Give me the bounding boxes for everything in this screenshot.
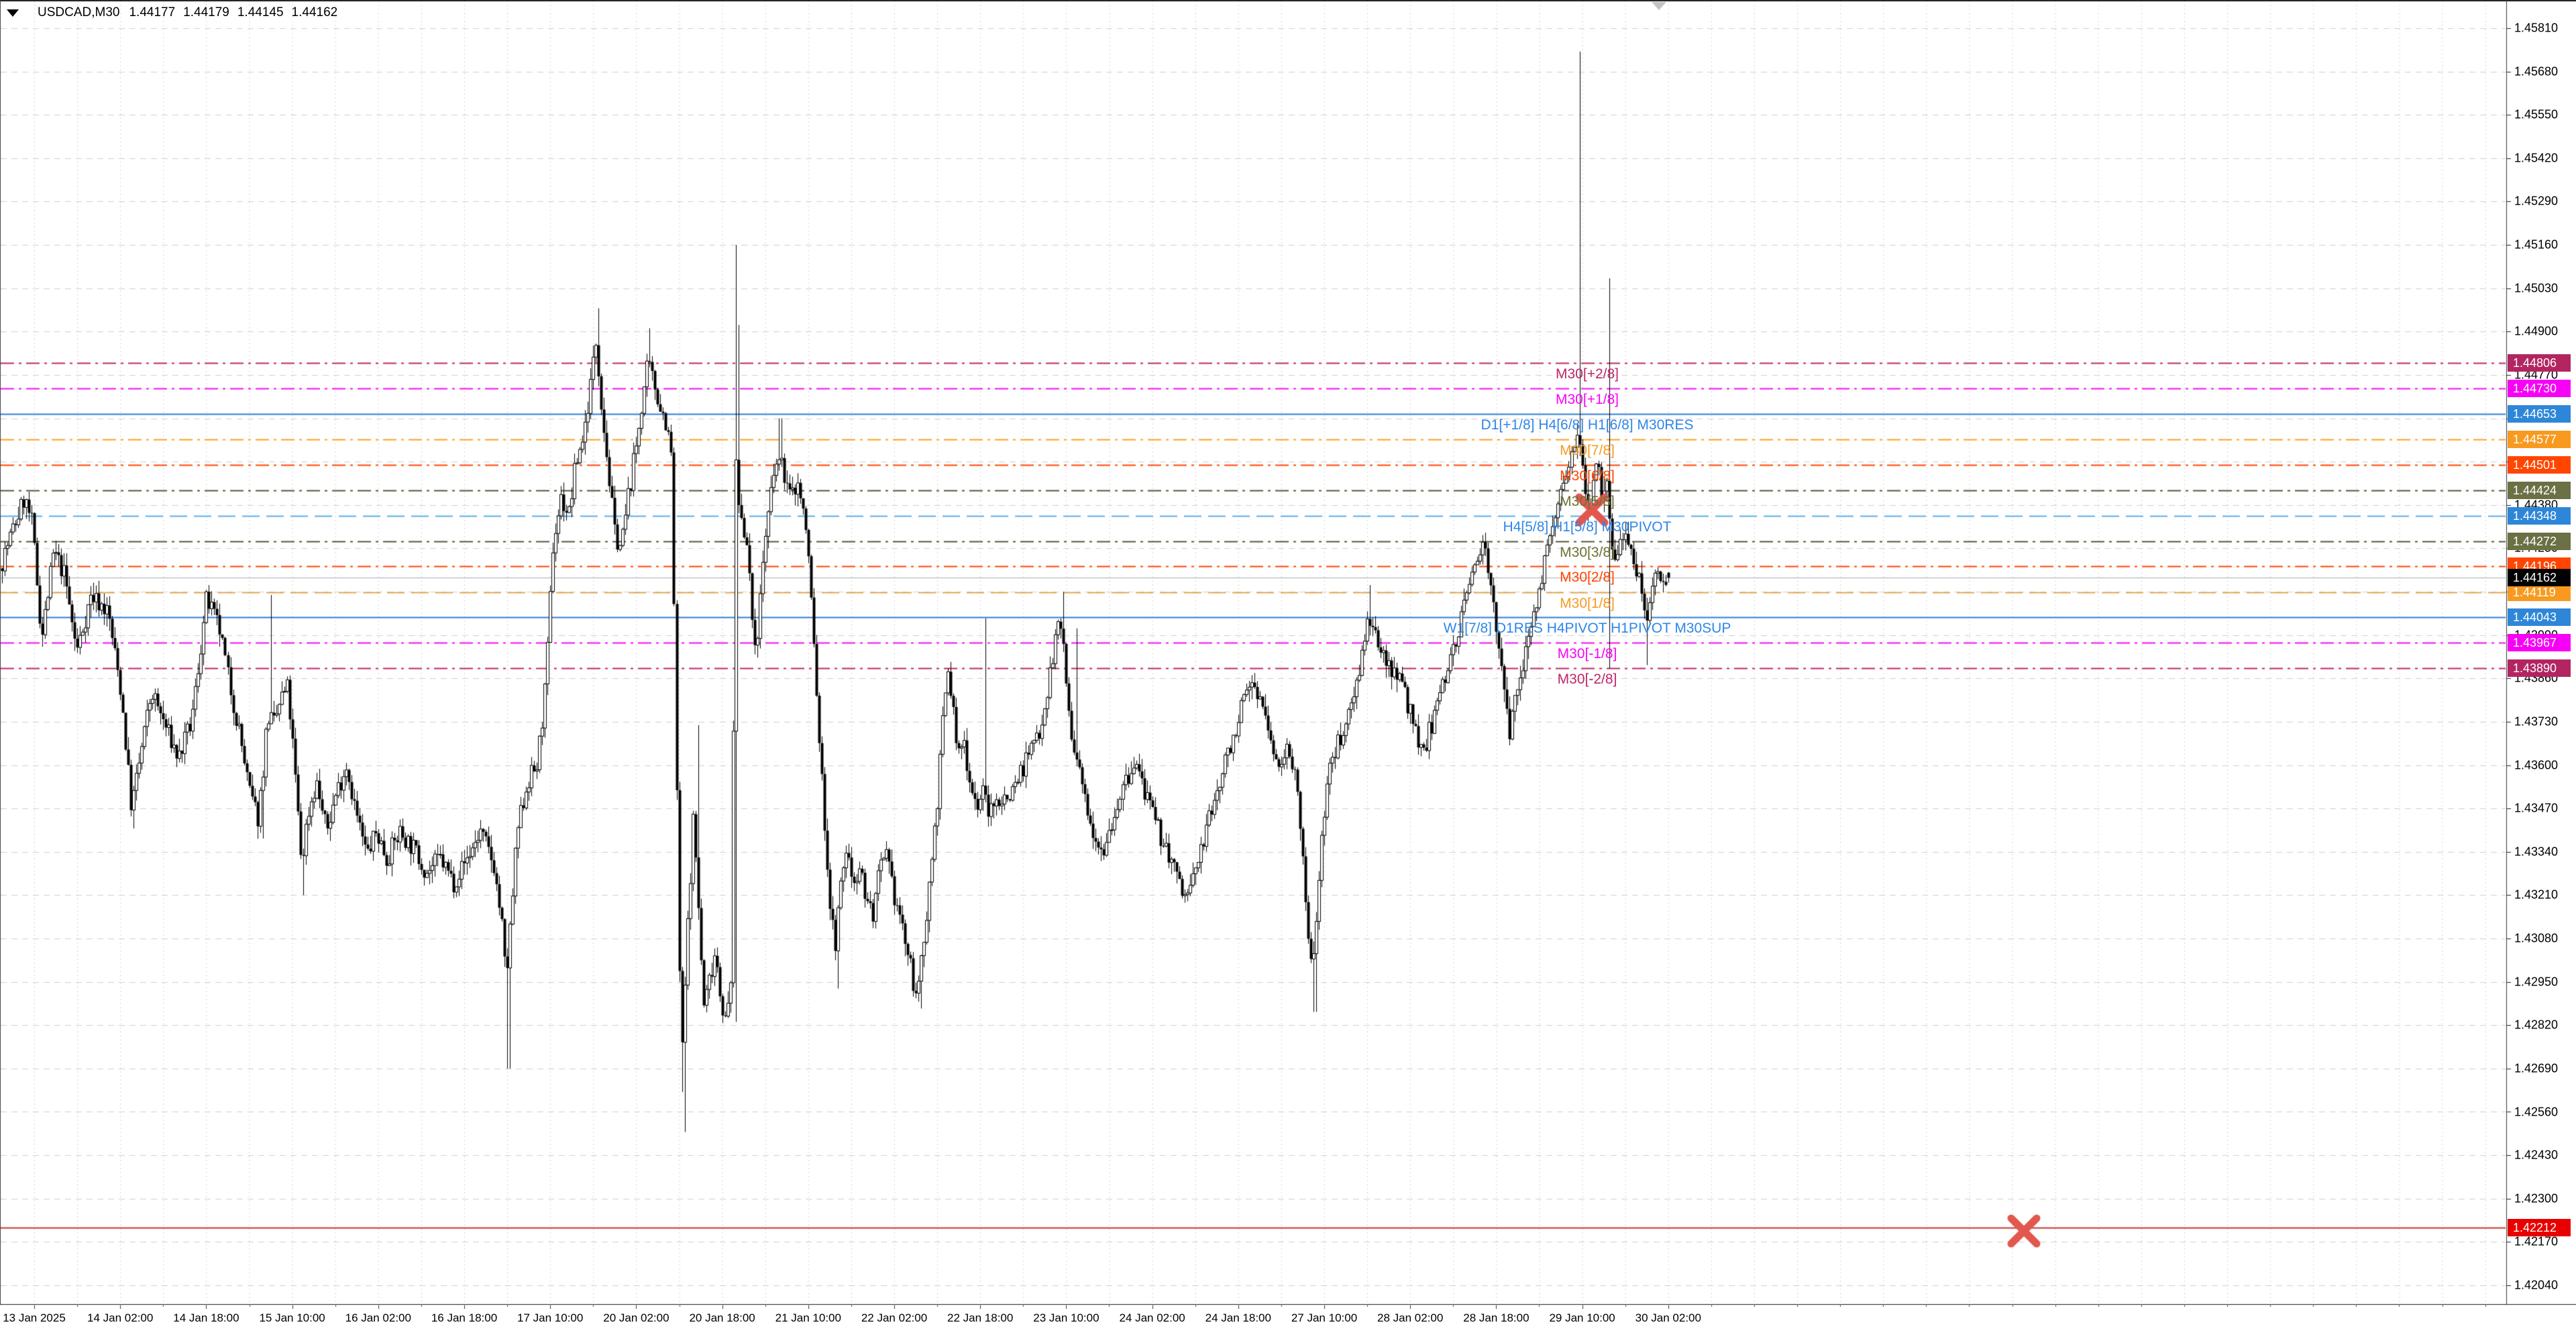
level-label-m30-5-8: M30[5/8] bbox=[1560, 493, 1615, 509]
ohlc-low: 1.44145 bbox=[237, 5, 284, 19]
level-label-m30-plus-2-8: M30[+2/8] bbox=[1556, 366, 1619, 382]
price-axis-label[interactable]: 1.44900 bbox=[2514, 324, 2559, 338]
time-axis-label[interactable]: 22 Jan 18:00 bbox=[947, 1311, 1014, 1324]
time-axis-label[interactable]: 17 Jan 10:00 bbox=[517, 1311, 584, 1324]
price-axis-label[interactable]: 1.43600 bbox=[2514, 758, 2559, 772]
time-axis-label[interactable]: 24 Jan 18:00 bbox=[1205, 1311, 1271, 1324]
level-label-m30-6-8: M30[6/8] bbox=[1560, 468, 1615, 484]
chart-title: USDCAD,M30 1.44177 1.44179 1.44145 1.441… bbox=[7, 5, 337, 20]
price-axis-label[interactable]: 1.42690 bbox=[2514, 1061, 2559, 1075]
time-axis-label[interactable]: 22 Jan 02:00 bbox=[861, 1311, 928, 1324]
price-badge-m30-minus-2-8: 1.43890 bbox=[2508, 659, 2571, 678]
symbol-period-label: USDCAD,M30 bbox=[38, 5, 120, 19]
price-badge-m30-5-8: 1.44424 bbox=[2508, 481, 2571, 499]
price-axis-label[interactable]: 1.45420 bbox=[2514, 151, 2559, 165]
time-axis-label[interactable]: 16 Jan 02:00 bbox=[345, 1311, 411, 1324]
ohlc-close: 1.44162 bbox=[291, 5, 338, 19]
price-axis-label[interactable]: 1.45290 bbox=[2514, 194, 2559, 208]
time-axis-label[interactable]: 27 Jan 10:00 bbox=[1291, 1311, 1358, 1324]
price-axis-label[interactable]: 1.42300 bbox=[2514, 1191, 2559, 1206]
chevron-down-icon[interactable] bbox=[7, 9, 19, 17]
time-axis-label[interactable]: 14 Jan 18:00 bbox=[173, 1311, 239, 1324]
level-label-m30-3-8: M30[3/8] bbox=[1560, 544, 1615, 560]
time-axis-label[interactable]: 13 Jan 2025 bbox=[3, 1311, 66, 1324]
level-label-m30-pivot: H4[5/8] H1[5/8] M30PIVOT bbox=[1503, 519, 1672, 535]
level-label-m30-sup: W1[7/8] D1RES H4PIVOT H1PIVOT M30SUP bbox=[1443, 621, 1731, 637]
level-label-m30-minus-1-8: M30[-1/8] bbox=[1557, 646, 1617, 662]
price-axis-label[interactable]: 1.42170 bbox=[2514, 1234, 2559, 1248]
price-axis-label[interactable]: 1.42820 bbox=[2514, 1018, 2559, 1032]
price-axis-label[interactable]: 1.43340 bbox=[2514, 845, 2559, 859]
price-badge-current-bid: 1.44162 bbox=[2508, 569, 2571, 587]
price-badge-m30-3-8: 1.44272 bbox=[2508, 532, 2571, 550]
price-axis-label[interactable]: 1.45030 bbox=[2514, 281, 2559, 295]
price-axis-label[interactable]: 1.45550 bbox=[2514, 107, 2559, 121]
time-axis-label[interactable]: 15 Jan 10:00 bbox=[259, 1311, 325, 1324]
price-badge-m30-6-8: 1.44501 bbox=[2508, 456, 2571, 474]
price-badge-m30-plus-2-8: 1.44806 bbox=[2508, 354, 2571, 372]
price-axis-label[interactable]: 1.45810 bbox=[2514, 21, 2559, 35]
price-axis-label[interactable]: 1.45680 bbox=[2514, 64, 2559, 78]
time-axis-label[interactable]: 28 Jan 18:00 bbox=[1463, 1311, 1529, 1324]
price-badge-m30-plus-1-8: 1.44730 bbox=[2508, 379, 2571, 397]
price-axis-label[interactable]: 1.43210 bbox=[2514, 888, 2559, 902]
time-axis-label[interactable]: 20 Jan 18:00 bbox=[689, 1311, 755, 1324]
time-axis-label[interactable]: 30 Jan 02:00 bbox=[1635, 1311, 1701, 1324]
time-axis-label[interactable]: 20 Jan 02:00 bbox=[603, 1311, 669, 1324]
price-axis-label[interactable]: 1.43470 bbox=[2514, 801, 2559, 815]
price-badge-m30-res: 1.44653 bbox=[2508, 405, 2571, 423]
level-label-m30-res: D1[+1/8] H4[6/8] H1[6/8] M30RES bbox=[1481, 417, 1694, 433]
price-axis-label[interactable]: 1.42950 bbox=[2514, 975, 2559, 989]
level-label-m30-minus-2-8: M30[-2/8] bbox=[1557, 672, 1617, 688]
time-axis-label[interactable]: 16 Jan 18:00 bbox=[431, 1311, 498, 1324]
price-badge-m30-pivot: 1.44348 bbox=[2508, 506, 2571, 525]
time-axis-label[interactable]: 29 Jan 10:00 bbox=[1549, 1311, 1615, 1324]
price-axis-label[interactable]: 1.43080 bbox=[2514, 931, 2559, 945]
price-axis-label[interactable]: 1.45160 bbox=[2514, 237, 2559, 252]
price-badge-stop-line: 1.42212 bbox=[2508, 1219, 2571, 1237]
time-axis-label[interactable]: 14 Jan 02:00 bbox=[87, 1311, 154, 1324]
time-axis-label[interactable]: 21 Jan 10:00 bbox=[775, 1311, 841, 1324]
price-badge-m30-7-8: 1.44577 bbox=[2508, 430, 2571, 448]
ohlc-open: 1.44177 bbox=[129, 5, 176, 19]
ohlc-high: 1.44179 bbox=[183, 5, 229, 19]
level-label-m30-plus-1-8: M30[+1/8] bbox=[1556, 391, 1619, 407]
level-label-m30-2-8: M30[2/8] bbox=[1560, 570, 1615, 586]
price-axis-label[interactable]: 1.42040 bbox=[2514, 1278, 2559, 1292]
level-label-m30-1-8: M30[1/8] bbox=[1560, 595, 1615, 611]
time-axis-label[interactable]: 28 Jan 02:00 bbox=[1377, 1311, 1444, 1324]
price-badge-m30-minus-1-8: 1.43967 bbox=[2508, 634, 2571, 652]
price-badge-m30-sup: 1.44043 bbox=[2508, 608, 2571, 627]
price-axis-label[interactable]: 1.42430 bbox=[2514, 1148, 2559, 1162]
level-label-m30-7-8: M30[7/8] bbox=[1560, 442, 1615, 458]
time-axis-label[interactable]: 24 Jan 02:00 bbox=[1119, 1311, 1185, 1324]
time-axis-label[interactable]: 23 Jan 10:00 bbox=[1033, 1311, 1099, 1324]
price-axis-label[interactable]: 1.42560 bbox=[2514, 1105, 2559, 1118]
price-axis-label[interactable]: 1.43730 bbox=[2514, 714, 2559, 729]
